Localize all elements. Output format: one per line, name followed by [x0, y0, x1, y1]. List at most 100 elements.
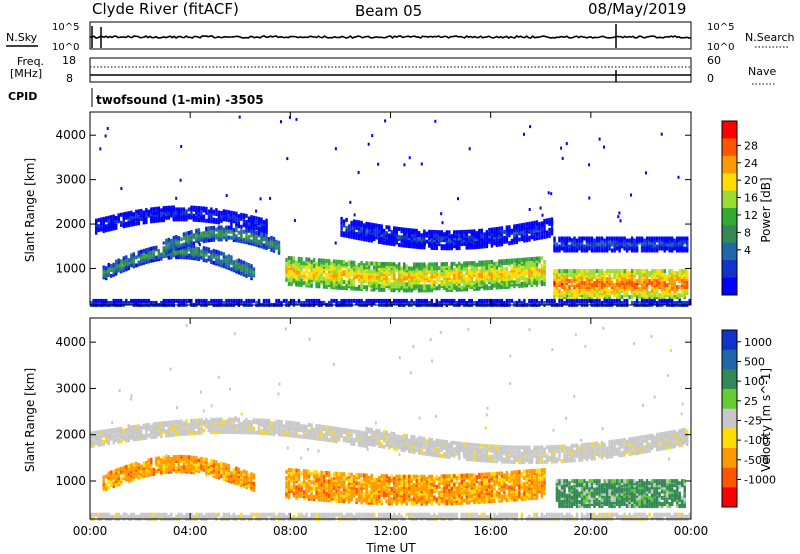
heatmap-cell	[400, 282, 403, 287]
heatmap-cell	[600, 240, 604, 245]
heatmap-cell	[385, 270, 388, 274]
heatmap-cell	[420, 162, 423, 166]
heatmap-cell	[212, 248, 216, 253]
heatmap-cell	[280, 422, 283, 427]
heatmap-cell	[400, 298, 403, 303]
heatmap-cell	[347, 430, 351, 435]
heatmap-cell	[375, 231, 378, 236]
heatmap-cell	[378, 230, 381, 234]
heatmap-cell	[640, 269, 644, 274]
heatmap-cell	[565, 236, 569, 241]
heatmap-cell	[180, 253, 183, 258]
heatmap-cell	[488, 266, 491, 271]
heatmap-cell	[363, 263, 366, 268]
heatmap-cell	[252, 420, 256, 425]
heatmap-cell	[470, 298, 473, 303]
heatmap-cell	[200, 255, 203, 260]
velocity-heatmap	[90, 324, 691, 521]
heatmap-cell	[440, 262, 443, 267]
heatmap-cell	[320, 268, 323, 273]
heatmap-cell	[150, 431, 153, 435]
heatmap-cell	[345, 438, 348, 443]
heatmap-cell	[315, 436, 318, 441]
heatmap-cell	[485, 260, 489, 265]
heatmap-cell	[375, 261, 378, 266]
heatmap-cell	[235, 263, 238, 268]
heatmap-cell	[495, 240, 499, 245]
heatmap-cell	[232, 423, 236, 428]
heatmap-cell	[498, 238, 501, 243]
heatmap-cell	[215, 298, 218, 303]
heatmap-cell	[475, 278, 478, 283]
heatmap-cell	[202, 298, 206, 303]
heatmap-cell	[435, 298, 438, 303]
heatmap-cell	[458, 230, 461, 235]
heatmap-cell	[573, 236, 576, 241]
heatmap-cell	[260, 431, 263, 435]
heatmap-cell	[110, 300, 113, 305]
heatmap-cell	[500, 226, 504, 231]
heatmap-cell	[140, 212, 143, 217]
heatmap-cell	[205, 252, 208, 257]
heatmap-cell	[488, 272, 491, 277]
heatmap-cell	[262, 418, 266, 423]
heatmap-cell	[117, 298, 120, 303]
heatmap-cell	[380, 287, 383, 292]
heatmap-cell	[300, 428, 303, 433]
heatmap-cell	[418, 298, 421, 303]
heatmap-cell	[450, 261, 453, 266]
heatmap-cell	[305, 269, 308, 274]
heatmap-cell	[167, 433, 170, 438]
heatmap-cell	[252, 271, 256, 276]
heatmap-cell	[292, 298, 296, 303]
heatmap-cell	[300, 424, 303, 429]
heatmap-cell	[106, 127, 109, 130]
heatmap-cell	[535, 272, 539, 277]
heatmap-cell	[112, 298, 115, 303]
heatmap-cell	[310, 427, 313, 432]
heatmap-cell	[307, 429, 311, 434]
heatmap-cell	[297, 434, 301, 439]
heatmap-cell	[320, 258, 323, 263]
heatmap-cell	[132, 212, 135, 217]
heatmap-cell	[277, 428, 281, 433]
heatmap-cell	[192, 429, 196, 434]
heatmap-cell	[245, 428, 248, 433]
heatmap-cell	[137, 424, 140, 429]
heatmap-cell	[257, 298, 261, 303]
heatmap-cell	[137, 434, 140, 439]
power-colorbar-swatch	[722, 190, 737, 209]
heatmap-cell	[400, 266, 403, 271]
heatmap-cell	[287, 256, 291, 260]
heatmap-cell	[378, 224, 381, 228]
heatmap-cell	[317, 262, 321, 267]
heatmap-cell	[438, 240, 441, 245]
heatmap-cell	[583, 298, 586, 303]
heatmap-cell	[350, 268, 353, 273]
heatmap-cell	[585, 291, 589, 296]
heatmap-cell	[215, 218, 218, 223]
heatmap-cell	[345, 432, 348, 437]
heatmap-cell	[603, 275, 606, 280]
heatmap-cell	[325, 433, 328, 438]
heatmap-cell	[117, 437, 120, 442]
heatmap-cell	[95, 230, 98, 235]
heatmap-cell	[530, 221, 534, 226]
heatmap-cell	[578, 283, 581, 288]
heatmap-cell	[255, 230, 258, 235]
heatmap-cell	[357, 440, 361, 445]
heatmap-cell	[643, 293, 646, 298]
heatmap-cell	[395, 434, 398, 439]
heatmap-cell	[635, 298, 639, 303]
heatmap-cell	[538, 235, 541, 240]
heatmap-cell	[498, 298, 501, 303]
heatmap-cell	[365, 437, 368, 442]
heatmap-cell	[400, 278, 403, 283]
heatmap-cell	[349, 200, 352, 204]
heatmap-cell	[270, 239, 273, 244]
heatmap-cell	[300, 257, 303, 261]
heatmap-cell	[235, 430, 238, 435]
heatmap-cell	[590, 298, 594, 303]
heatmap-cell	[107, 300, 110, 305]
heatmap-cell	[137, 426, 140, 431]
